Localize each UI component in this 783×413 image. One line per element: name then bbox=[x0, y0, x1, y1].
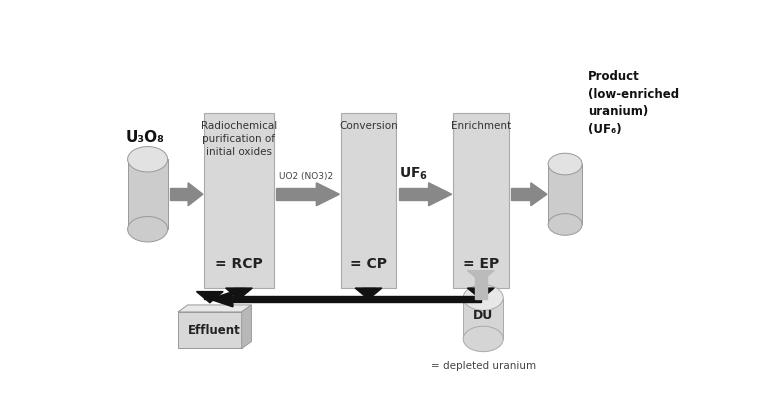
Bar bbox=[239, 296, 481, 302]
Text: DU: DU bbox=[473, 309, 493, 322]
Polygon shape bbox=[197, 292, 223, 303]
Text: = CP: = CP bbox=[350, 257, 387, 271]
Bar bbox=[464, 298, 503, 339]
Ellipse shape bbox=[464, 285, 503, 310]
Bar bbox=[170, 188, 188, 200]
Text: Conversion: Conversion bbox=[339, 121, 398, 131]
Bar bbox=[178, 312, 242, 349]
Bar bbox=[204, 292, 216, 299]
Ellipse shape bbox=[128, 147, 168, 172]
Polygon shape bbox=[467, 271, 494, 282]
Bar bbox=[233, 296, 239, 302]
Text: U₃O₈: U₃O₈ bbox=[125, 130, 164, 145]
Text: = RCP: = RCP bbox=[215, 257, 263, 271]
Polygon shape bbox=[178, 305, 251, 312]
Ellipse shape bbox=[548, 153, 582, 175]
Text: Enrichment: Enrichment bbox=[451, 121, 511, 131]
Text: = depleted uranium: = depleted uranium bbox=[431, 361, 536, 371]
Ellipse shape bbox=[128, 216, 168, 242]
Bar bbox=[276, 188, 316, 200]
Polygon shape bbox=[531, 183, 547, 206]
Bar bbox=[341, 113, 396, 288]
Bar bbox=[474, 271, 487, 299]
Polygon shape bbox=[316, 183, 339, 206]
Ellipse shape bbox=[548, 214, 582, 235]
Bar bbox=[548, 164, 582, 224]
Text: UO2 (NO3)2: UO2 (NO3)2 bbox=[279, 172, 333, 181]
Polygon shape bbox=[355, 288, 382, 299]
Polygon shape bbox=[242, 305, 251, 349]
Text: Effluent: Effluent bbox=[189, 324, 241, 337]
Bar bbox=[453, 113, 509, 288]
Text: $\mathbf{UF_6}$: $\mathbf{UF_6}$ bbox=[399, 165, 428, 182]
Text: = EP: = EP bbox=[463, 257, 499, 271]
Polygon shape bbox=[428, 183, 452, 206]
Text: Radiochemical
purification of
initial oxides: Radiochemical purification of initial ox… bbox=[200, 121, 277, 157]
Bar bbox=[399, 188, 428, 200]
Polygon shape bbox=[226, 288, 252, 299]
Bar bbox=[511, 188, 531, 200]
Polygon shape bbox=[188, 183, 203, 206]
Polygon shape bbox=[467, 288, 494, 299]
Ellipse shape bbox=[464, 326, 503, 352]
Polygon shape bbox=[210, 292, 233, 307]
Bar bbox=[204, 113, 274, 288]
Text: Product
(low-enriched
uranium)
(UF₆): Product (low-enriched uranium) (UF₆) bbox=[588, 70, 680, 136]
Bar bbox=[128, 159, 168, 229]
